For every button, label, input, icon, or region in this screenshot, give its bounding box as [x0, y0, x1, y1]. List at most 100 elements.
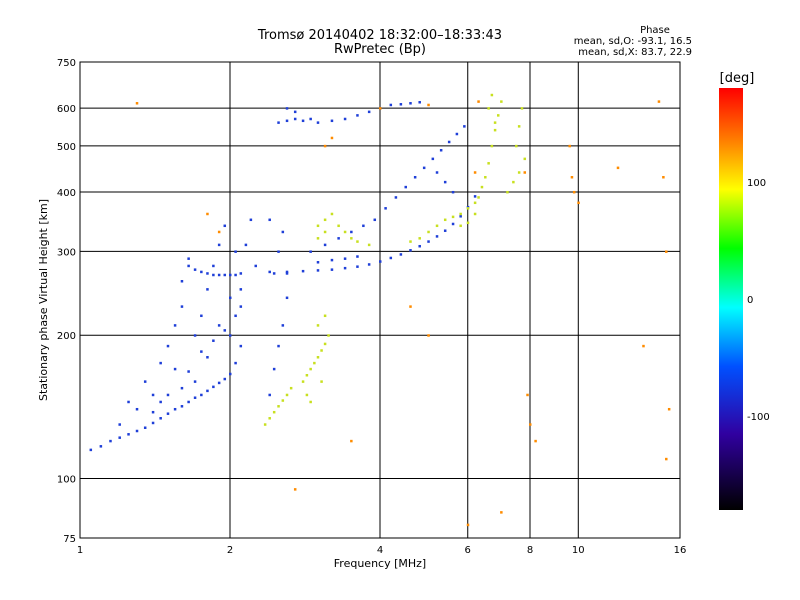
data-point — [466, 207, 470, 210]
y-tick-label: 75 — [63, 534, 76, 545]
data-point — [249, 218, 253, 222]
data-point — [480, 185, 484, 189]
data-point — [159, 361, 162, 365]
data-point — [173, 407, 177, 411]
phase-stats-heading: Phase — [640, 25, 670, 36]
data-point — [289, 386, 293, 390]
data-point — [323, 314, 327, 318]
data-point — [399, 103, 403, 106]
data-point — [389, 256, 393, 260]
y-tick-label: 600 — [57, 104, 76, 115]
data-point — [285, 296, 289, 300]
data-point — [515, 144, 518, 148]
data-point — [443, 180, 447, 184]
data-point — [373, 218, 377, 222]
data-point — [200, 350, 203, 353]
data-point — [309, 117, 312, 121]
data-point — [459, 212, 462, 216]
data-point — [173, 367, 177, 371]
data-point — [187, 370, 190, 373]
data-point — [451, 215, 455, 219]
data-point — [323, 342, 327, 346]
data-point — [323, 230, 327, 234]
data-point — [244, 243, 248, 247]
data-point — [254, 264, 257, 268]
data-point — [394, 196, 398, 199]
data-point — [187, 257, 190, 260]
chart-title: Tromsø 20140402 18:32:00–18:33:43 — [257, 28, 502, 43]
data-point — [343, 257, 347, 260]
data-point — [217, 230, 221, 234]
data-point — [239, 344, 243, 348]
data-point — [512, 180, 515, 184]
data-point — [447, 140, 451, 144]
data-point — [409, 102, 412, 105]
data-point — [490, 93, 494, 97]
data-point — [484, 175, 487, 179]
data-point — [409, 240, 412, 243]
data-point — [223, 329, 227, 332]
y-axis-ticks: 75 100 200 300 400 500 600 750 — [57, 58, 76, 545]
data-point — [463, 125, 466, 128]
data-point — [665, 250, 668, 253]
data-point — [473, 195, 477, 198]
data-point — [367, 243, 371, 247]
x-tick-label: 8 — [527, 545, 533, 556]
y-tick-label: 100 — [57, 475, 76, 486]
data-point — [435, 224, 439, 228]
data-point — [293, 117, 297, 121]
data-point — [320, 349, 323, 352]
data-point — [473, 212, 477, 216]
data-point — [529, 423, 532, 426]
data-point — [330, 212, 334, 216]
data-point — [118, 423, 121, 426]
data-point — [667, 407, 671, 411]
data-point — [384, 207, 387, 210]
data-point — [135, 407, 139, 411]
data-point — [187, 264, 190, 268]
data-point — [362, 224, 365, 228]
data-point — [493, 121, 497, 124]
data-point — [343, 117, 347, 121]
data-point — [323, 144, 327, 148]
data-point — [200, 314, 203, 318]
data-point — [427, 334, 430, 337]
data-point — [409, 249, 412, 252]
data-point — [135, 429, 139, 433]
data-point — [206, 212, 209, 216]
data-point — [356, 114, 359, 117]
data-point — [229, 334, 232, 337]
data-point — [151, 421, 155, 425]
data-point — [309, 400, 312, 404]
data-point — [109, 439, 112, 443]
data-point — [337, 224, 340, 228]
data-point — [268, 417, 271, 420]
data-point — [180, 280, 184, 283]
data-point — [305, 374, 309, 377]
data-point — [127, 400, 130, 404]
data-point — [212, 264, 215, 268]
data-point — [234, 314, 237, 318]
data-point — [616, 166, 620, 170]
colorbar-tick-label: 100 — [747, 178, 766, 189]
data-point — [293, 110, 297, 114]
data-point — [316, 121, 320, 124]
data-point — [180, 405, 184, 408]
data-point — [506, 190, 509, 194]
y-tick-label: 300 — [57, 247, 76, 258]
data-point — [473, 201, 477, 205]
data-point — [379, 260, 382, 263]
data-point — [301, 380, 305, 383]
data-point — [473, 171, 477, 174]
data-point — [234, 250, 237, 253]
data-point — [327, 334, 330, 337]
x-tick-label: 6 — [465, 545, 471, 556]
data-point — [234, 273, 237, 277]
data-point — [173, 324, 177, 327]
data-point — [277, 250, 280, 253]
data-point — [367, 110, 371, 114]
data-point — [206, 272, 209, 275]
data-point — [642, 344, 645, 348]
data-point — [277, 344, 280, 348]
data-point — [435, 235, 439, 238]
